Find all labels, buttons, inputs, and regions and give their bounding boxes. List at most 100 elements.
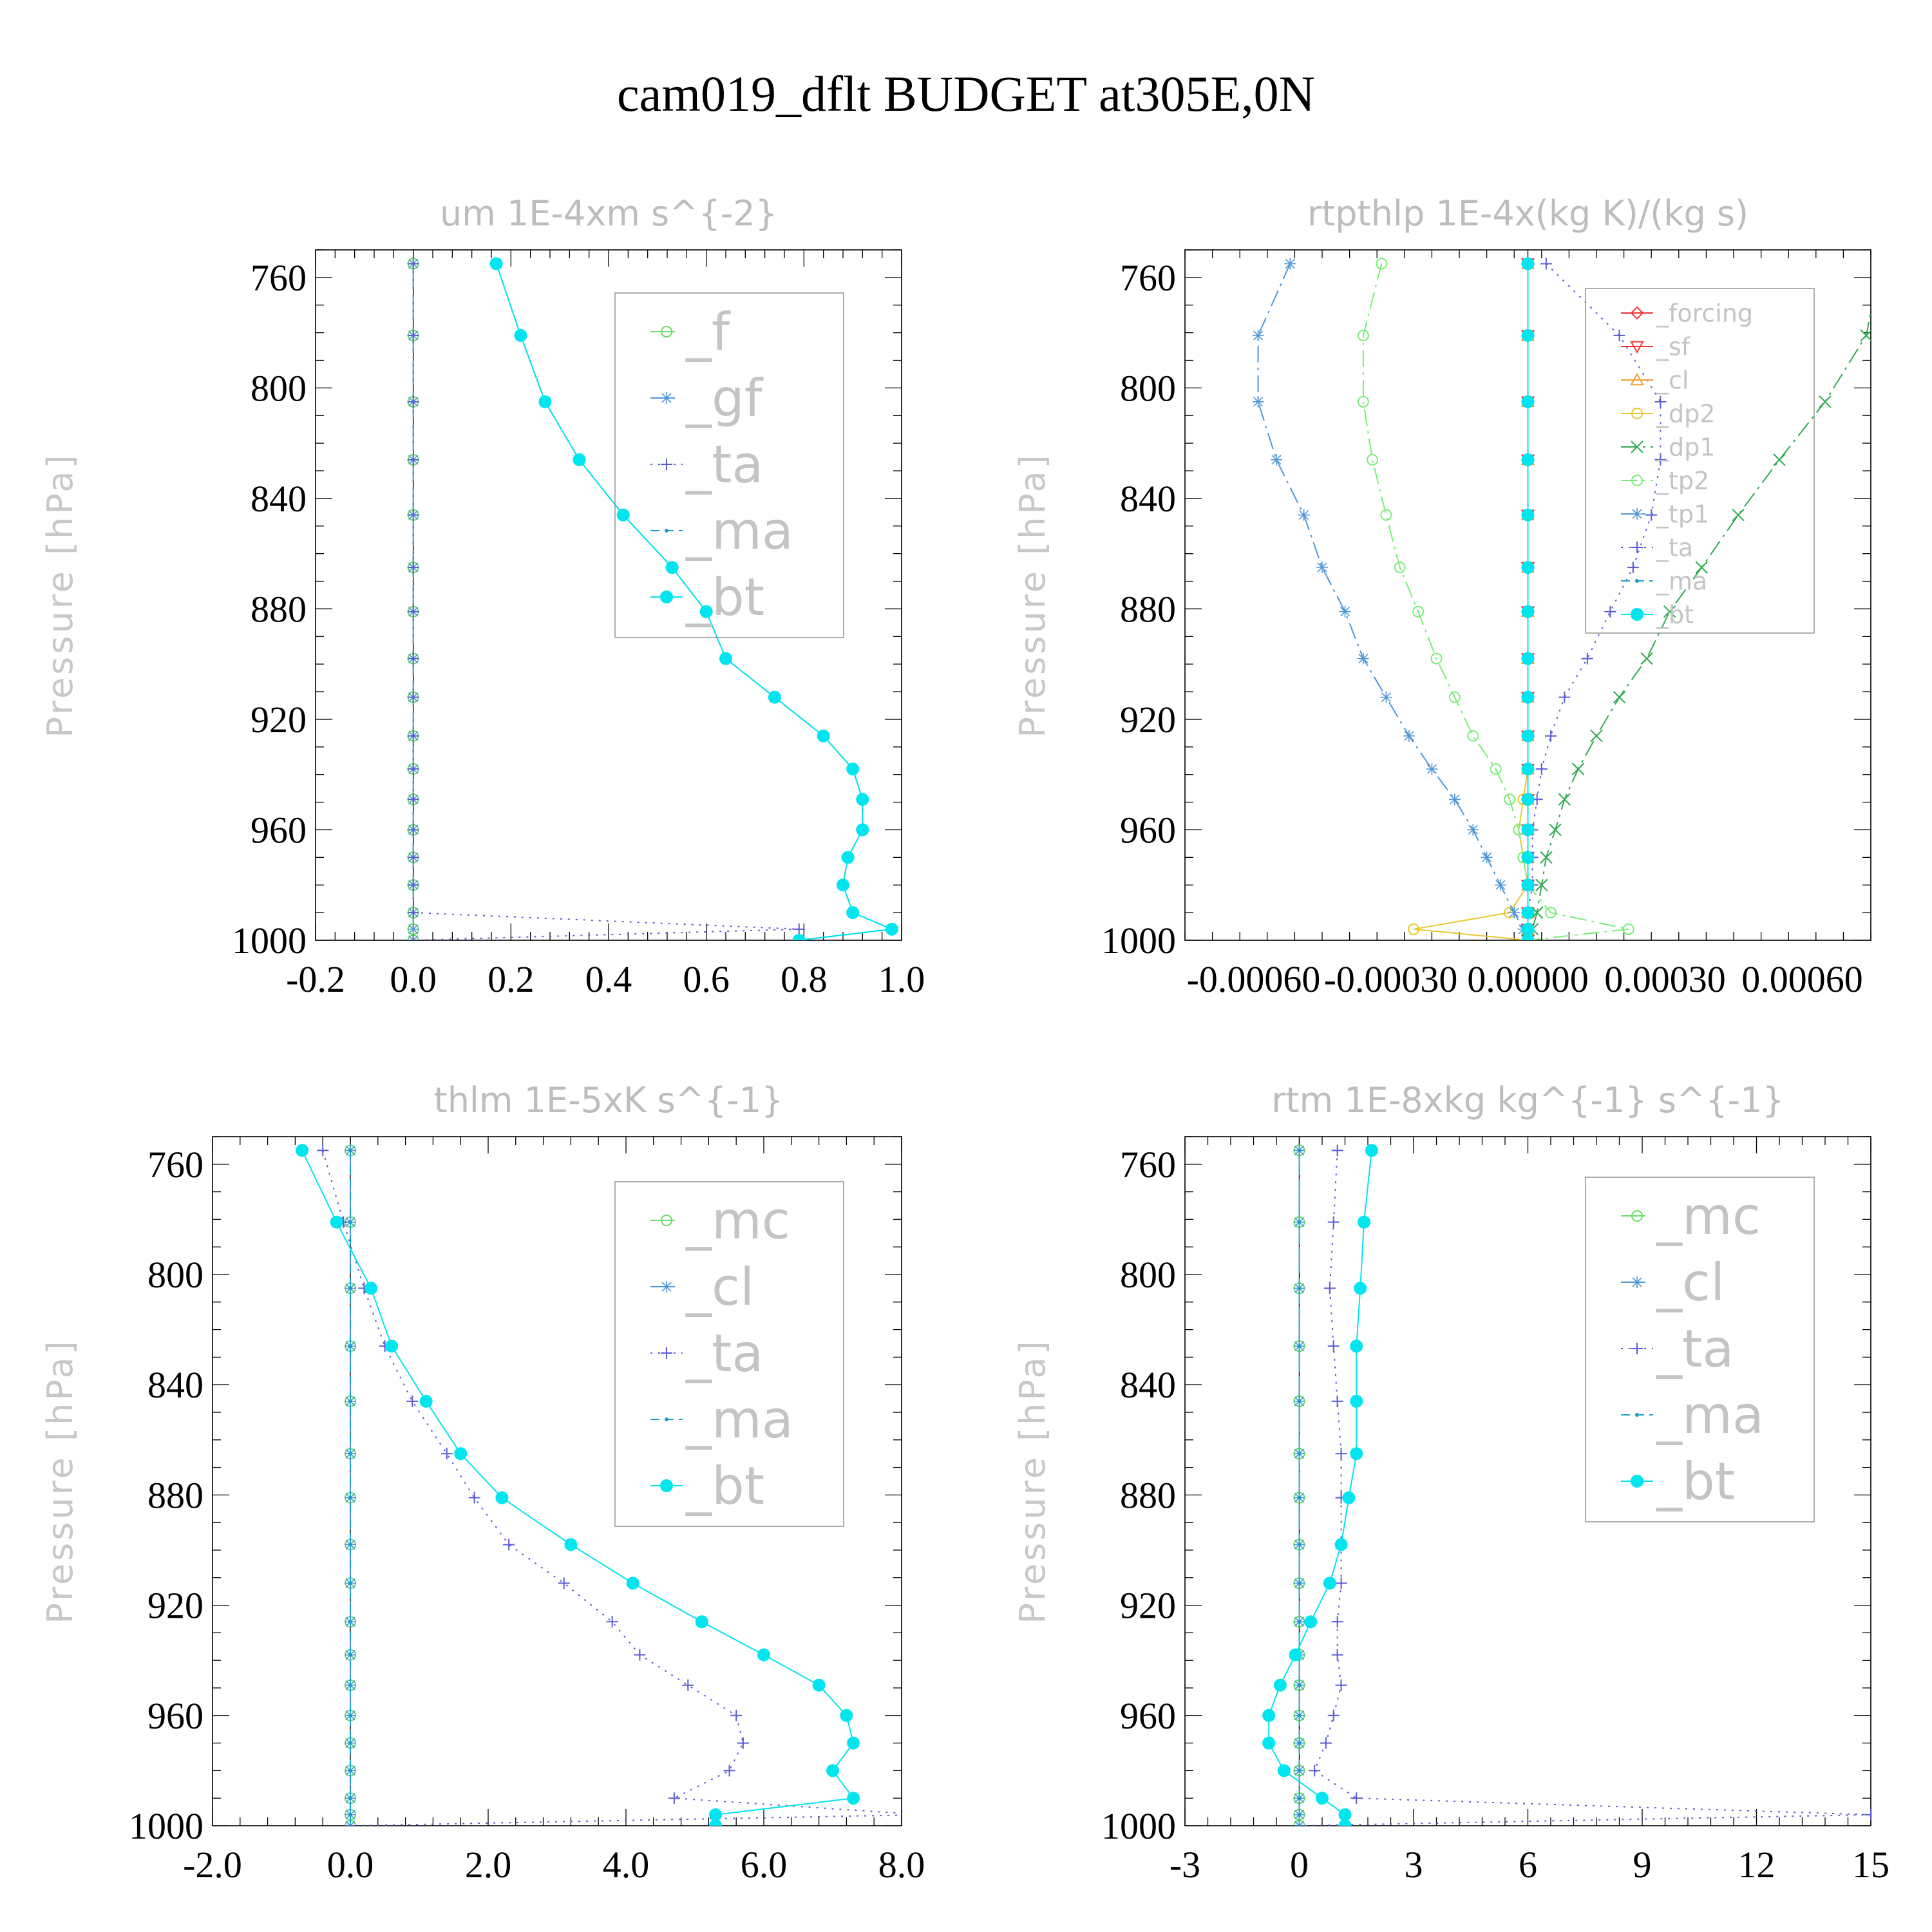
data-point-bt — [1350, 1447, 1363, 1461]
data-point-bt — [573, 453, 586, 466]
data-point-ma — [1297, 1768, 1302, 1773]
y-tick-label: 880 — [1120, 588, 1176, 630]
legend-entry: _ma — [685, 501, 793, 561]
data-point-bt — [365, 1282, 378, 1295]
panel-title: um 1E-4xm s^{-2} — [440, 193, 777, 234]
legend: _f_gf _ta_ma_bt — [614, 292, 844, 638]
data-point-bt — [812, 1678, 826, 1692]
data-point-tp2 — [1380, 509, 1392, 521]
data-point-bt — [846, 762, 860, 776]
data-point-ma — [1297, 1812, 1302, 1817]
data-point-bt — [757, 1648, 770, 1662]
data-point-ma — [1297, 1220, 1302, 1224]
data-point-ma — [1297, 1581, 1302, 1586]
y-axis-label: Pressure [hPa] — [1012, 452, 1053, 737]
data-point-ta — [1335, 1577, 1347, 1589]
y-axis-label: Pressure [hPa] — [1012, 1338, 1053, 1624]
y-tick-label: 800 — [1120, 1254, 1176, 1296]
legend-marker — [1631, 1276, 1643, 1288]
data-point-ma — [1297, 1824, 1302, 1826]
data-point-bt — [1521, 906, 1535, 920]
data-point-ma — [1297, 1741, 1302, 1745]
legend-marker — [1631, 440, 1643, 453]
data-point-ma — [1297, 1286, 1302, 1291]
legend: _mc_cl_ta _ma_bt — [614, 1181, 844, 1527]
data-point-ta — [468, 1492, 480, 1504]
data-point-ma — [1297, 1683, 1302, 1687]
x-tick-label: 6.0 — [741, 1844, 788, 1886]
data-point-dp1 — [1695, 561, 1709, 574]
data-point-ta — [737, 1737, 749, 1749]
legend-marker — [1631, 1210, 1643, 1222]
panel-title: thlm 1E-5xK s^{-1} — [434, 1080, 784, 1121]
data-point-bt — [856, 823, 869, 837]
y-tick-label: 920 — [147, 1585, 204, 1627]
data-point-bt — [1304, 1615, 1318, 1629]
legend-marker — [1631, 1475, 1643, 1488]
data-point-bt — [489, 257, 503, 270]
legend-marker — [1631, 608, 1643, 621]
data-point-ma — [1297, 1620, 1302, 1624]
data-point-bt — [846, 906, 860, 920]
data-point-ta — [1645, 509, 1658, 521]
series-line-ta — [412, 263, 799, 940]
data-point-tp1 — [1467, 824, 1479, 836]
legend-entry: _f — [685, 302, 731, 362]
data-point-bt — [837, 878, 849, 892]
data-point-ma — [1297, 1399, 1302, 1403]
data-point-ma — [348, 1581, 352, 1586]
data-point-ta — [407, 652, 419, 665]
chart-thlm: thlm 1E-5xK s^{-1} Pressure [hPa] 760 800 84… — [40, 1080, 928, 1886]
y-tick-label: 960 — [251, 809, 307, 851]
legend-marker — [1635, 1413, 1639, 1417]
data-point-tp2 — [1367, 453, 1379, 466]
data-point-ta — [1654, 453, 1667, 466]
data-point-bt — [792, 934, 806, 940]
data-point-tp2 — [1545, 907, 1557, 919]
data-point-ta — [407, 934, 419, 940]
legend-marker — [661, 392, 672, 404]
data-point-ma — [348, 1796, 352, 1801]
data-point-bt — [1323, 1577, 1336, 1590]
data-point-bt — [1334, 1538, 1348, 1551]
data-point-ta — [1327, 1340, 1340, 1352]
y-tick-label: 960 — [147, 1695, 204, 1737]
data-point-tp2 — [1412, 605, 1425, 618]
x-tick-label: 0.0 — [327, 1844, 374, 1886]
legend: _forcing _sf _cl _dp2 _dp1 _tp2 _tp1 _ta _ma _bt — [1585, 288, 1815, 634]
data-point-bt — [419, 1394, 433, 1408]
y-tick-label: 760 — [1120, 257, 1176, 299]
data-point-bt — [1262, 1736, 1276, 1750]
data-point-tp1 — [1284, 258, 1296, 270]
data-point-tp1 — [1481, 851, 1493, 864]
x-tick-label: -0.00060 — [1187, 958, 1321, 1000]
data-point-bt — [1316, 1792, 1329, 1805]
x-tick-label: 9 — [1633, 1844, 1652, 1886]
data-point-bt — [841, 851, 855, 864]
data-point-tp2 — [1357, 395, 1369, 408]
data-point-ta — [916, 1809, 928, 1821]
y-axis-label: Pressure [hPa] — [40, 452, 80, 737]
data-point-ta — [407, 851, 419, 864]
data-point-tp1 — [1339, 605, 1351, 618]
data-point-bt — [1521, 561, 1535, 574]
data-point-ta — [407, 907, 419, 919]
data-point-ma — [1297, 1452, 1302, 1456]
legend-entry: _tp1 — [1656, 500, 1709, 528]
legend-entry: _sf — [1656, 332, 1691, 361]
data-point-ma — [348, 1286, 352, 1291]
y-tick-label: 800 — [147, 1254, 204, 1296]
data-point-bt — [1521, 508, 1535, 522]
legend-entry: _cl — [1656, 366, 1689, 394]
legend-entry: _bt — [1656, 600, 1694, 629]
y-tick-label: 840 — [251, 478, 307, 520]
data-point-bt — [709, 1808, 723, 1821]
y-tick-label: 920 — [251, 699, 307, 741]
data-point-dp1 — [1773, 453, 1786, 466]
data-point-ta — [1331, 1649, 1343, 1661]
legend-marker — [1631, 475, 1643, 486]
data-point-bt — [495, 1491, 509, 1504]
y-tick-label: 800 — [1120, 367, 1176, 409]
data-point-bt — [885, 922, 898, 936]
x-tick-label: -0.00030 — [1324, 958, 1458, 1000]
